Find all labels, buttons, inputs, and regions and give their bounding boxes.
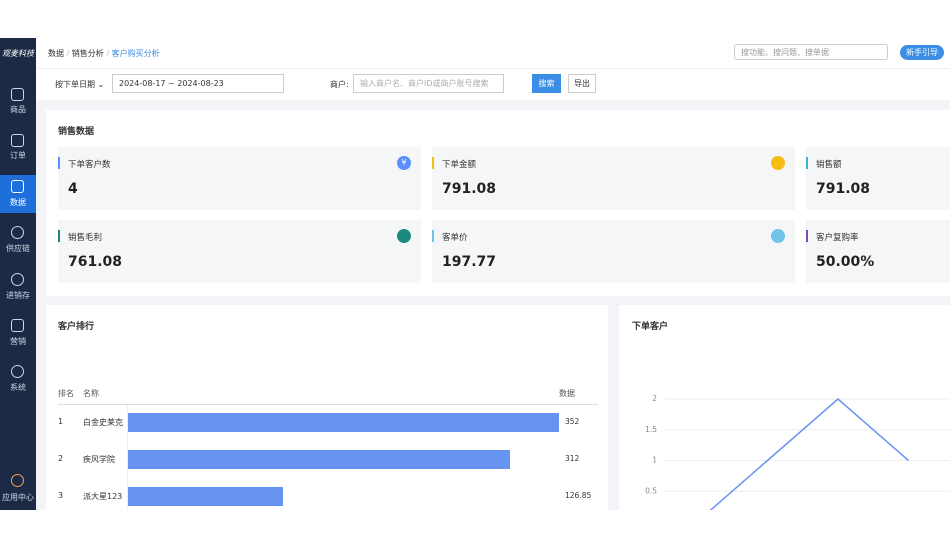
stat-card: 客户复购率 50.00% [806, 220, 950, 283]
stat-icon [397, 229, 411, 243]
y-tick-label: 2 [652, 394, 657, 403]
column-header: 数据 [559, 388, 575, 399]
accent-bar [58, 157, 60, 169]
topbar: 数据 / 销售分析 / 客户购买分析 搜功能、搜问题、搜单据 新手引导 按下单日… [36, 38, 950, 100]
label: 按下单日期 [55, 80, 95, 89]
placeholder: 输入商户名、商户ID或商户账号搜索 [360, 79, 489, 88]
crumb[interactable]: 销售分析 [72, 49, 104, 58]
stat-value: 197.77 [442, 254, 496, 270]
customer-name: 派大星123 [83, 491, 122, 502]
sidebar: 观麦科技 商品 订单 数据 供应链 进销存 营销 系统 应用中心 [0, 38, 36, 510]
breadcrumb: 数据 / 销售分析 / 客户购买分析 [48, 48, 160, 59]
y-tick-label: 1.5 [645, 425, 657, 434]
icon [11, 180, 24, 193]
panel-title: 客户排行 [58, 319, 94, 332]
date-type[interactable]: 按下单日期 ⌄ [55, 79, 104, 90]
customer-name: 白金史莱克 [83, 417, 123, 428]
ranking-panel: 客户排行 排名名称 数据 1 白金史莱克 352 2 疾风学院 312 3 派大星123 126.8… [46, 305, 608, 510]
export-button[interactable]: 导出 [568, 74, 596, 93]
icon [11, 273, 24, 286]
accent-bar [432, 157, 434, 169]
accent-bar [432, 230, 434, 242]
nav-item[interactable]: 供应链 [0, 243, 36, 254]
bar [127, 413, 559, 432]
stat-card: 下单客户数 4 ¥ [58, 147, 421, 210]
nav-item[interactable]: 数据 [0, 197, 36, 208]
header-line [58, 404, 598, 405]
value-label: 126.85 [565, 491, 591, 500]
crumb[interactable]: 数据 [48, 49, 64, 58]
stat-value: 791.08 [816, 181, 870, 197]
line-series [697, 399, 909, 510]
customer-name: 疾风学院 [83, 454, 115, 465]
stat-card: 下单金额 791.08 [432, 147, 795, 210]
sep: / [106, 49, 109, 58]
rank: 2 [58, 454, 63, 463]
icon [11, 88, 24, 101]
nav-item[interactable]: 订单 [0, 150, 36, 161]
icon [11, 134, 24, 147]
merchant-input[interactable]: 输入商户名、商户ID或商户账号搜索 [353, 74, 504, 93]
icon [11, 319, 24, 332]
rank: 3 [58, 491, 63, 500]
line-panel: 下单客户 00.511.522024-08-172024-08-182024-0… [619, 305, 950, 510]
icon [11, 365, 24, 378]
column-header: 排名 [58, 388, 74, 399]
line-chart: 00.511.522024-08-172024-08-182024-08-192… [619, 305, 950, 510]
crumb: 客户购买分析 [112, 49, 160, 58]
axis-line [127, 405, 128, 510]
icon [11, 226, 24, 239]
y-tick-label: 1 [652, 456, 657, 465]
stat-value: 791.08 [442, 181, 496, 197]
accent-bar [58, 230, 60, 242]
stat-icon: ¥ [397, 156, 411, 170]
logo: 观麦科技 [2, 48, 34, 59]
bar [127, 487, 283, 506]
nav-item[interactable]: 商品 [0, 104, 36, 115]
stat-icon [771, 229, 785, 243]
rank: 1 [58, 417, 63, 426]
search-button[interactable]: 搜索 [532, 74, 561, 93]
value: 2024-08-17 ~ 2024-08-23 [119, 79, 224, 88]
sales-panel: 销售数据 下单客户数 4 ¥ 下单金额 791.08 销售额 791.08 销售毛利 761.0… [46, 110, 950, 296]
divider [36, 68, 950, 69]
merchant-label: 商户: [330, 79, 349, 90]
stat-value: 4 [68, 181, 78, 197]
panel-title: 销售数据 [58, 124, 94, 137]
stat-icon [771, 156, 785, 170]
stat-label: 客户复购率 [816, 231, 859, 243]
stat-label: 客单价 [442, 231, 468, 243]
stat-label: 销售额 [816, 158, 842, 170]
stat-card: 销售额 791.08 [806, 147, 950, 210]
stat-label: 销售毛利 [68, 231, 102, 243]
nav-item[interactable]: 系统 [0, 382, 36, 393]
stat-value: 761.08 [68, 254, 122, 270]
icon [11, 474, 24, 487]
guide-button[interactable]: 新手引导 [900, 45, 944, 60]
accent-bar [806, 157, 808, 169]
stat-label: 下单客户数 [68, 158, 111, 170]
accent-bar [806, 230, 808, 242]
bar [127, 450, 510, 469]
nav-item[interactable]: 进销存 [0, 290, 36, 301]
sep: / [67, 49, 70, 58]
placeholder: 搜功能、搜问题、搜单据 [741, 48, 829, 57]
y-tick-label: 0.5 [645, 486, 657, 495]
stat-card: 客单价 197.77 [432, 220, 795, 283]
stat-value: 50.00% [816, 254, 874, 270]
app: 观麦科技 商品 订单 数据 供应链 进销存 营销 系统 应用中心 数据 / 销售… [0, 38, 950, 510]
value-label: 352 [565, 417, 579, 426]
nav-item[interactable]: 应用中心 [0, 492, 36, 503]
nav-item[interactable]: 营销 [0, 336, 36, 347]
search-box[interactable]: 搜功能、搜问题、搜单据 [734, 44, 888, 60]
column-header: 名称 [83, 388, 99, 399]
stat-card: 销售毛利 761.08 [58, 220, 421, 283]
date-range[interactable]: 2024-08-17 ~ 2024-08-23 [112, 74, 284, 93]
stat-label: 下单金额 [442, 158, 476, 170]
value-label: 312 [565, 454, 579, 463]
